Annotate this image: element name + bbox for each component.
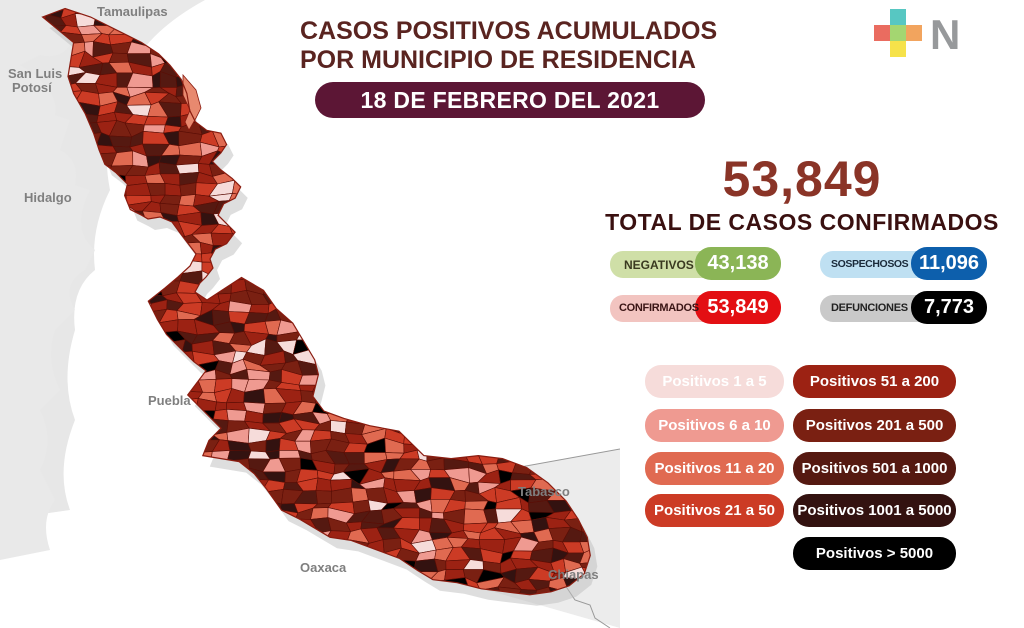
svg-text:Chiapas: Chiapas [548,567,599,582]
svg-text:Tabasco: Tabasco [518,484,570,499]
svg-text:Potosí: Potosí [12,80,52,95]
svg-text:Tamaulipas: Tamaulipas [97,4,168,19]
svg-text:Oaxaca: Oaxaca [300,560,347,575]
svg-text:N: N [930,11,960,58]
svg-text:Hidalgo: Hidalgo [24,190,72,205]
svg-text:Puebla: Puebla [148,393,191,408]
svg-text:San Luis: San Luis [8,66,62,81]
